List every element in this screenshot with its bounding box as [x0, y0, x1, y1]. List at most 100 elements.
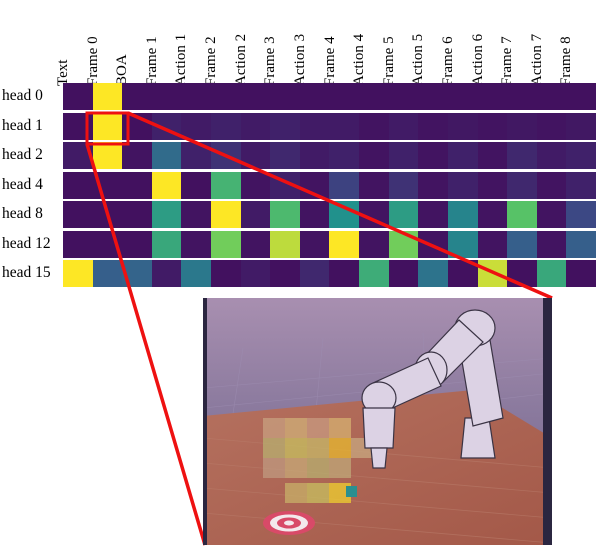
heatmap-cell [122, 83, 152, 110]
heatmap-cell [329, 112, 360, 140]
column-label-text: Action 7 [528, 33, 545, 86]
heatmap-cell [151, 142, 182, 169]
heatmap-cell [566, 260, 596, 287]
heatmap-cell [151, 83, 182, 110]
column-label-text: Frame 1 [143, 36, 160, 86]
heatmap-cell [566, 230, 596, 258]
column-label-text: Frame 6 [439, 36, 456, 86]
heatmap-cell [63, 230, 93, 258]
heatmap-cell [477, 171, 508, 199]
heatmap-cell [181, 230, 212, 258]
column-label-text: Frame 4 [321, 36, 338, 86]
heatmap-row [63, 142, 596, 169]
heatmap-cell [151, 201, 182, 228]
row-label: head 4 [2, 175, 43, 193]
heatmap-cell [536, 230, 567, 258]
heatmap-cell [447, 230, 478, 258]
robot-arm [361, 309, 504, 469]
heatmap-row [63, 201, 596, 228]
heatmap-cell [299, 201, 330, 228]
column-label-text: BOA [114, 54, 131, 86]
heatmap-cell [507, 83, 537, 110]
heatmap-cell [63, 142, 93, 169]
row-label: head 2 [2, 146, 43, 163]
heatmap-cell [270, 142, 300, 169]
heatmap-cell [536, 83, 567, 110]
heatmap-cell [211, 83, 241, 110]
heatmap-cell [92, 171, 123, 199]
row-label: head 8 [2, 205, 43, 222]
heatmap-cell [211, 142, 241, 169]
row-label: head 0 [2, 87, 43, 104]
heatmap-cell [447, 142, 478, 169]
column-label: Frame 8 [558, 2, 596, 86]
row-label: head 12 [2, 234, 51, 252]
heatmap-cell [329, 142, 360, 169]
robot-scene-image [202, 298, 553, 546]
heatmap-cell [359, 112, 389, 140]
heatmap-cell [92, 83, 123, 110]
column-label-text: Frame 2 [203, 36, 220, 86]
heatmap-cell [181, 112, 212, 140]
heatmap-cell [63, 83, 93, 110]
heatmap-cell [299, 142, 330, 169]
heatmap-cell [329, 230, 360, 258]
heatmap-cell [240, 171, 271, 199]
heatmap-cell [388, 83, 419, 110]
heatmap-cell [388, 112, 419, 140]
heatmap-cell [536, 171, 567, 199]
heatmap-cell [270, 83, 300, 110]
heatmap-cell [63, 171, 93, 199]
heatmap-cell [211, 112, 241, 140]
heatmap-cell [122, 201, 152, 228]
heatmap-cell [477, 83, 508, 110]
heatmap-cell [388, 260, 419, 287]
heatmap-cell [566, 171, 596, 199]
heatmap-cell [507, 171, 537, 199]
heatmap-cell [447, 112, 478, 140]
heatmap-cell [418, 230, 448, 258]
heatmap-row [63, 260, 596, 287]
column-label-text: Action 2 [232, 33, 249, 86]
heatmap-cell [359, 83, 389, 110]
heatmap-cell [92, 142, 123, 169]
heatmap-cell [151, 112, 182, 140]
heatmap-cell [299, 171, 330, 199]
heatmap-cell [299, 83, 330, 110]
column-label-text: Action 4 [351, 33, 368, 86]
column-label-text: Frame 7 [499, 36, 516, 86]
heatmap-cell [329, 83, 360, 110]
heatmap-cell [240, 83, 271, 110]
heatmap-row [63, 112, 596, 140]
heatmap-cell [181, 171, 212, 199]
heatmap-cell [507, 201, 537, 228]
heatmap-cell [566, 201, 596, 228]
heatmap-cell [63, 201, 93, 228]
heatmap-cell [388, 171, 419, 199]
heatmap-cell [329, 260, 360, 287]
heatmap-cell [418, 142, 448, 169]
heatmap-cell [359, 142, 389, 169]
heatmap-cell [418, 201, 448, 228]
heatmap-cell [507, 260, 537, 287]
heatmap-cell [299, 260, 330, 287]
heatmap-cell [211, 171, 241, 199]
heatmap-cell [181, 201, 212, 228]
heatmap-cell [211, 260, 241, 287]
heatmap-cell [359, 201, 389, 228]
heatmap-cell [240, 260, 271, 287]
heatmap-cell [270, 171, 300, 199]
heatmap-cell [240, 142, 271, 169]
heatmap-cell [566, 83, 596, 110]
heatmap-cell [270, 201, 300, 228]
heatmap-cell [122, 230, 152, 258]
heatmap-cell [122, 171, 152, 199]
heatmap-cell [536, 142, 567, 169]
heatmap-cell [477, 142, 508, 169]
heatmap-cell [418, 260, 448, 287]
heatmap-cell [447, 201, 478, 228]
heatmap-cell [92, 112, 123, 140]
heatmap-cell [418, 171, 448, 199]
heatmap-cell [63, 260, 93, 287]
heatmap-cell [151, 230, 182, 258]
